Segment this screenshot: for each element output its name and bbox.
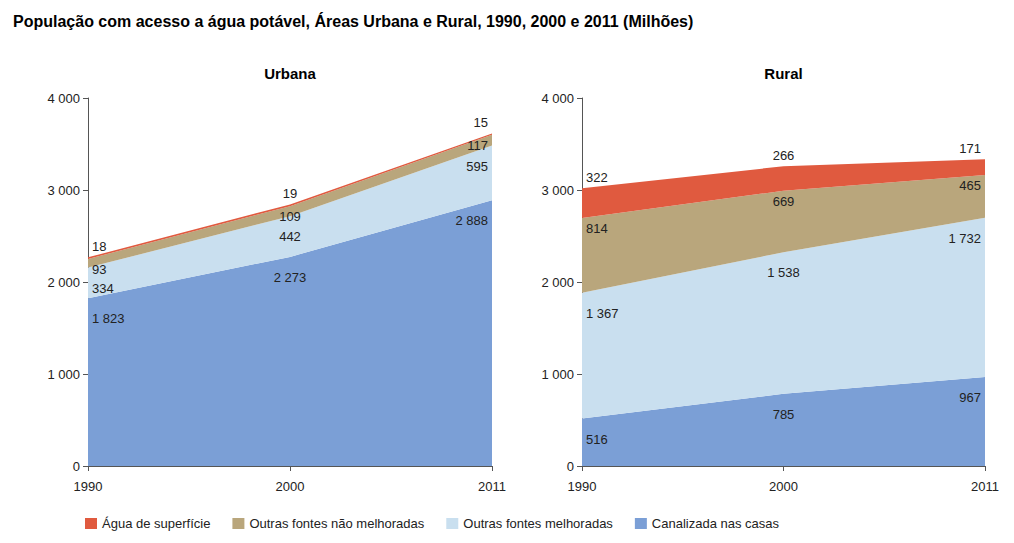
svg-text:814: 814 [586, 221, 608, 236]
svg-text:93: 93 [92, 262, 106, 277]
svg-text:3 000: 3 000 [541, 183, 574, 198]
svg-text:516: 516 [586, 432, 608, 447]
svg-text:595: 595 [466, 159, 488, 174]
svg-text:2 000: 2 000 [541, 275, 574, 290]
svg-text:785: 785 [773, 407, 795, 422]
svg-text:1990: 1990 [74, 479, 103, 494]
svg-text:0: 0 [567, 459, 574, 474]
svg-text:1 000: 1 000 [541, 367, 574, 382]
svg-text:1 538: 1 538 [767, 265, 800, 280]
svg-text:Canalizada nas casas: Canalizada nas casas [652, 516, 780, 531]
svg-text:19: 19 [283, 186, 297, 201]
svg-text:2 000: 2 000 [47, 275, 80, 290]
svg-text:18: 18 [92, 239, 106, 254]
svg-text:2011: 2011 [478, 479, 506, 494]
svg-text:4 000: 4 000 [47, 91, 80, 106]
svg-text:1 000: 1 000 [47, 367, 80, 382]
svg-text:1 823: 1 823 [92, 311, 125, 326]
svg-text:1990: 1990 [568, 479, 597, 494]
svg-text:266: 266 [773, 148, 795, 163]
svg-text:2 888: 2 888 [455, 213, 488, 228]
svg-text:População com acesso a água po: População com acesso a água potável, Áre… [13, 12, 693, 30]
svg-text:442: 442 [279, 229, 301, 244]
svg-text:0: 0 [73, 459, 80, 474]
svg-text:322: 322 [586, 170, 608, 185]
svg-text:669: 669 [773, 194, 795, 209]
svg-text:465: 465 [959, 178, 981, 193]
svg-text:2000: 2000 [769, 479, 798, 494]
svg-text:1 732: 1 732 [948, 231, 981, 246]
svg-text:Urbana: Urbana [264, 65, 316, 82]
svg-text:15: 15 [474, 115, 488, 130]
svg-text:334: 334 [92, 281, 114, 296]
svg-text:4 000: 4 000 [541, 91, 574, 106]
svg-text:2000: 2000 [276, 479, 305, 494]
svg-text:2011: 2011 [971, 479, 999, 494]
svg-text:1 367: 1 367 [586, 306, 619, 321]
svg-text:3 000: 3 000 [47, 183, 80, 198]
svg-text:967: 967 [959, 390, 981, 405]
svg-text:171: 171 [959, 141, 981, 156]
svg-text:117: 117 [467, 138, 488, 153]
svg-text:Rural: Rural [764, 65, 802, 82]
svg-text:Outras fontes melhoradas: Outras fontes melhoradas [463, 516, 613, 531]
svg-text:2 273: 2 273 [274, 270, 307, 285]
svg-text:Água de superfície: Água de superfície [102, 516, 210, 531]
svg-text:Outras fontes não melhoradas: Outras fontes não melhoradas [249, 516, 424, 531]
svg-text:109: 109 [279, 209, 301, 224]
